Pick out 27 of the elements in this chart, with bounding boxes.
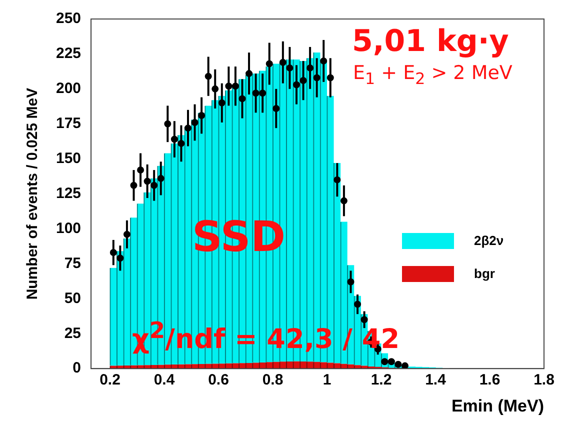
annotation: SSD	[192, 212, 286, 261]
y-tick-label: 175	[56, 115, 82, 132]
annotation: E$_{1}$ + E$_{2}$ > 2 MeV	[353, 62, 512, 88]
y-tick-label: 100	[56, 220, 82, 237]
legend-label: bgr	[474, 266, 495, 281]
x-axis-title: Emin (MeV)	[451, 396, 544, 416]
y-tick-label: 225	[56, 45, 82, 62]
y-tick-label: 0	[72, 360, 82, 377]
y-tick-label: 25	[64, 324, 82, 342]
x-tick-label: 0.6	[208, 372, 229, 389]
x-tick-label: 1.4	[425, 372, 447, 389]
x-tick-label: 0.8	[262, 372, 284, 389]
x-tick-label: 1.6	[479, 372, 500, 389]
y-axis-title: Number of events / 0.025 MeV	[24, 88, 42, 300]
x-tick-label: 1.8	[534, 372, 554, 389]
legend-label: 2β2ν	[474, 233, 504, 248]
x-tick-label: 0.4	[154, 372, 176, 389]
x-tick-label: 1.2	[370, 372, 392, 389]
y-tick-label: 200	[56, 80, 82, 98]
y-tick-label: 50	[64, 290, 82, 307]
x-tick-label: 0.2	[100, 372, 120, 389]
y-tick-label: 125	[56, 184, 82, 202]
y-tick-label: 150	[56, 150, 82, 167]
x-tick-label: 1	[322, 372, 332, 389]
annotation: 5,01 kg·y	[352, 24, 509, 59]
y-tick-label: 75	[64, 254, 82, 272]
y-tick-label: 250	[56, 10, 82, 28]
